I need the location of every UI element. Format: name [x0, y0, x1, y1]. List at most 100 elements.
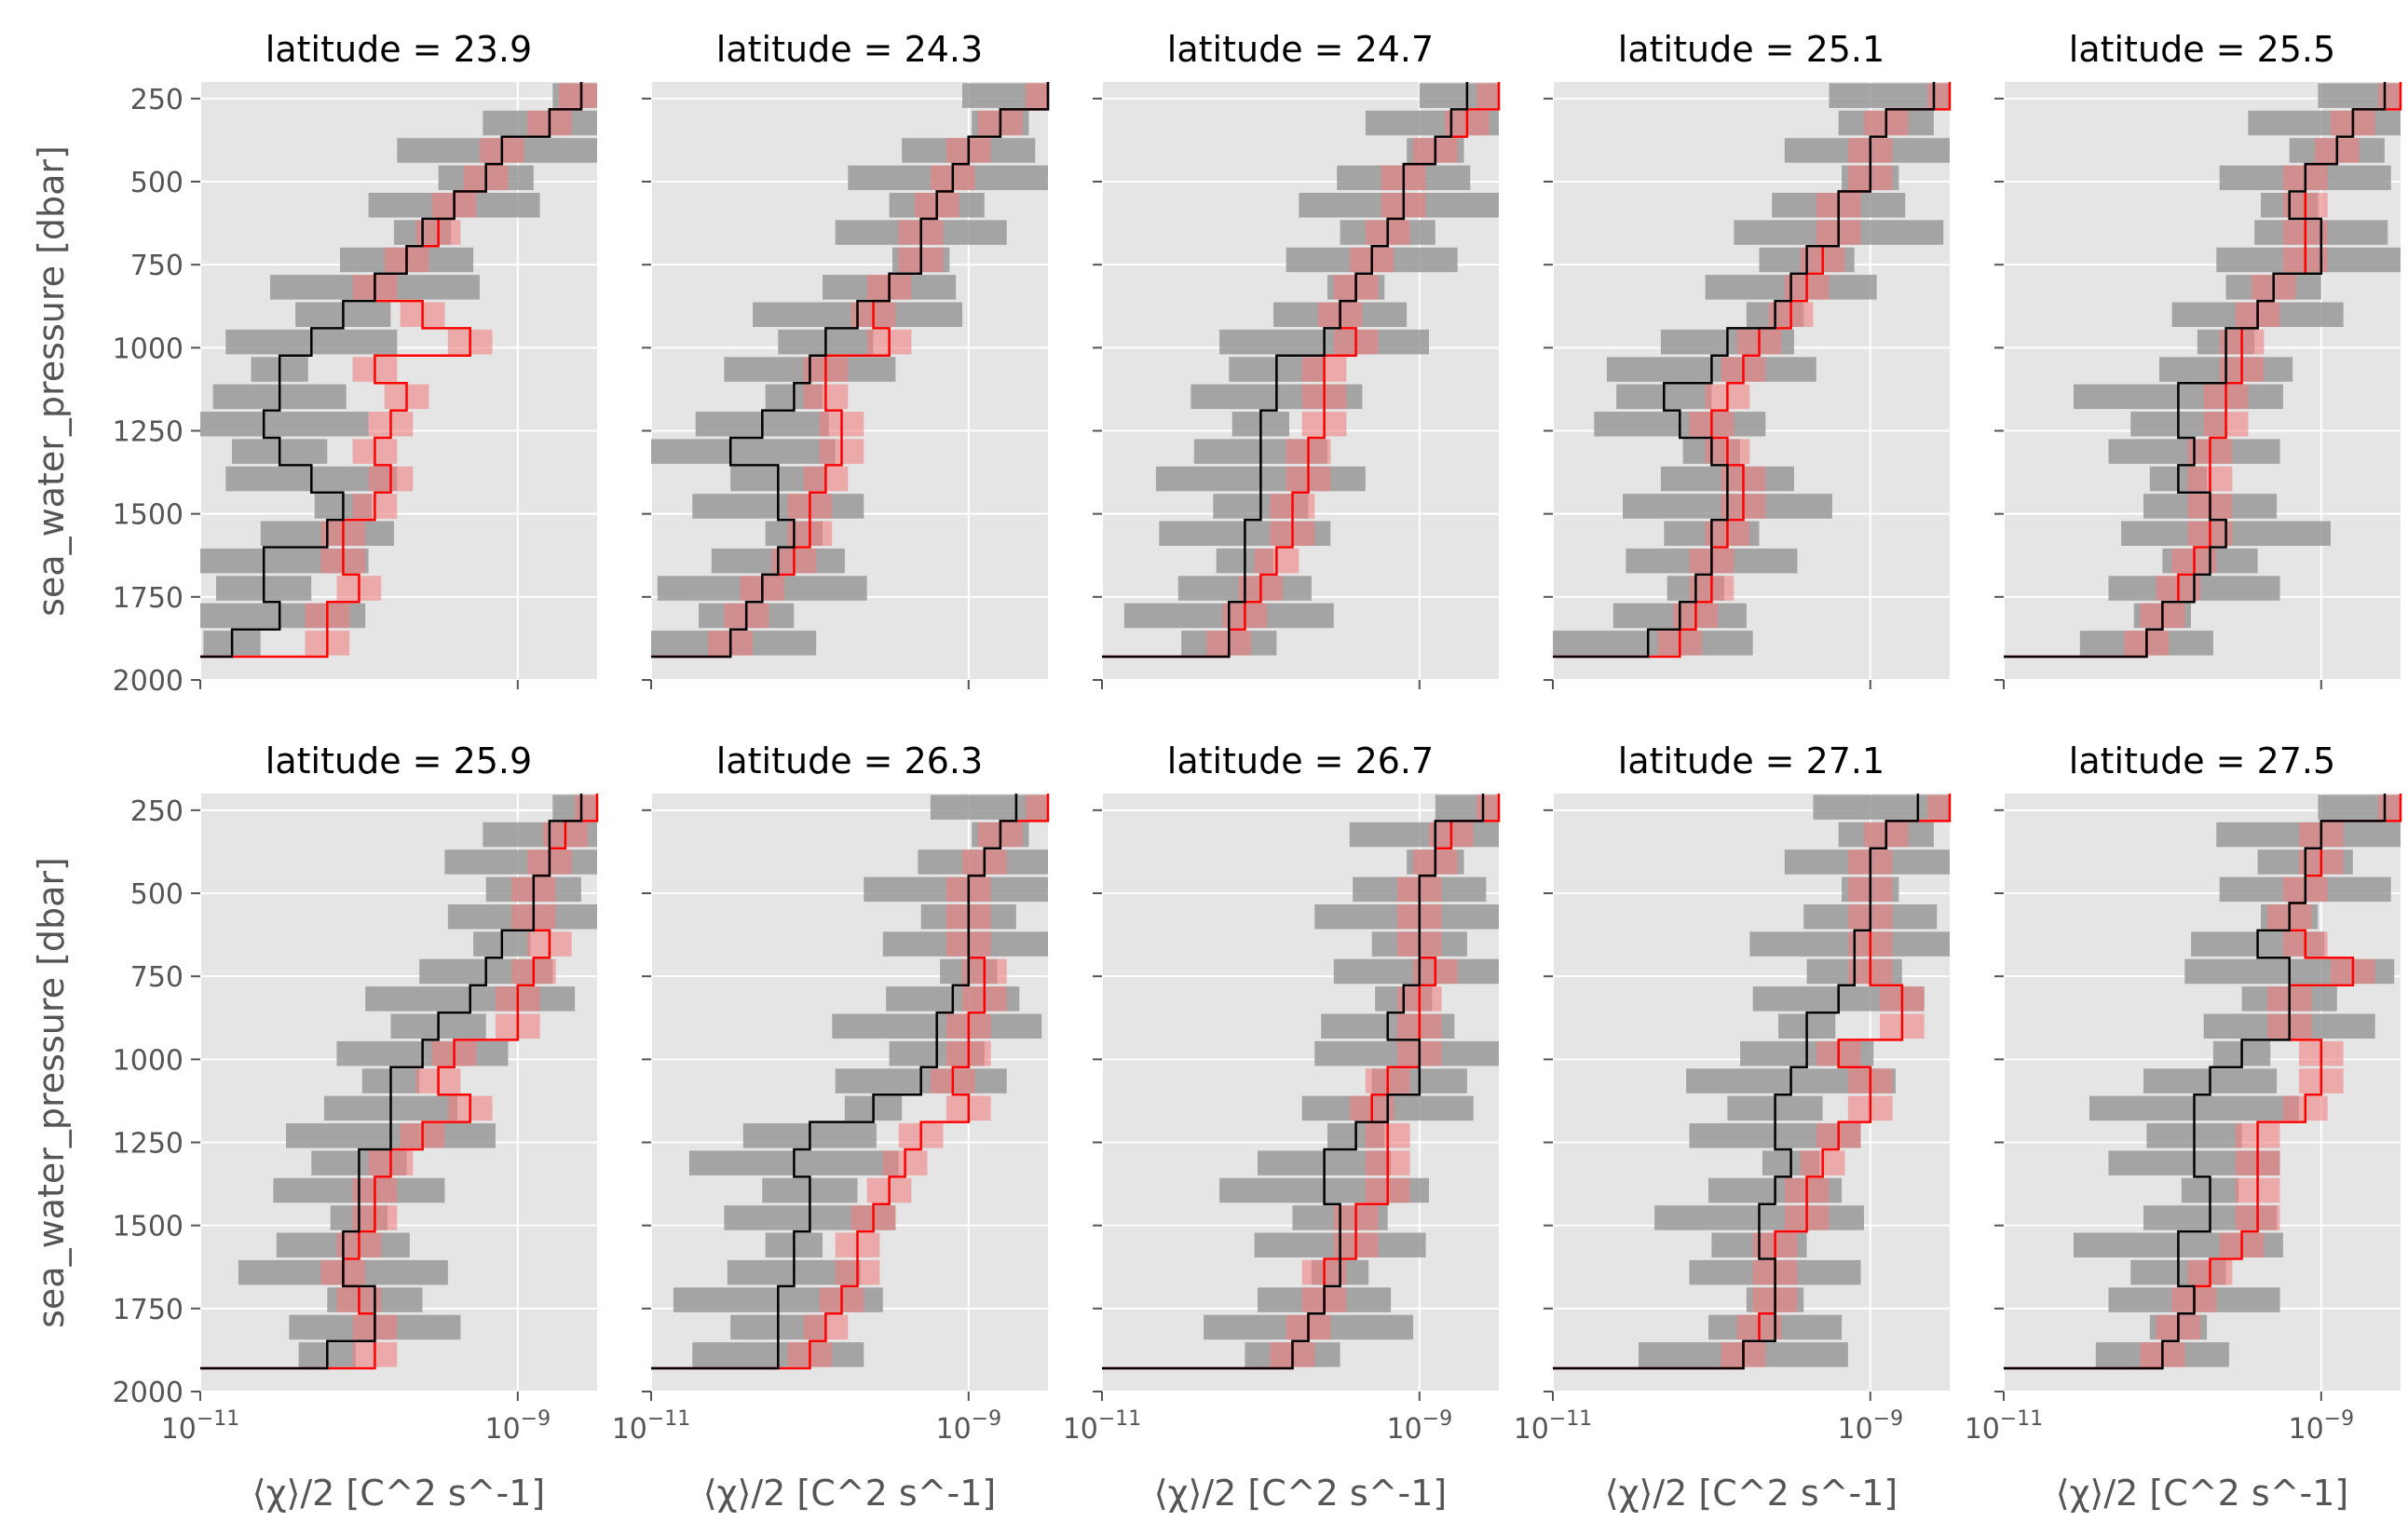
- x-tick-base: 10: [161, 1413, 197, 1446]
- panel-8: latitude = 26.710−11 10−9⟨χ⟩/2 [C^2 s^-1]: [1063, 740, 1501, 1514]
- black-band-2: [1349, 822, 1499, 848]
- panel-3: latitude = 24.7: [1093, 29, 1501, 689]
- black-series-line: [651, 794, 1018, 1370]
- panel-title: latitude = 24.3: [716, 29, 983, 70]
- panel-title: latitude = 25.9: [265, 740, 532, 781]
- x-tick-base: 10: [1965, 1413, 2000, 1446]
- x-tick-exponent: −11: [1098, 1407, 1141, 1431]
- x-tick-label: 10−9: [484, 1407, 551, 1446]
- x-axis-label: ⟨χ⟩/2 [C^2 s^-1]: [1605, 1473, 1898, 1514]
- red-band-1: [1476, 83, 1499, 108]
- panel-title: latitude = 25.5: [2069, 29, 2335, 70]
- x-tick-base: 10: [612, 1413, 647, 1446]
- panel-6: latitude = 25.9 250 500 750 1000 1250 1500 1750…: [31, 740, 599, 1514]
- y-tick-label: 250: [130, 84, 184, 116]
- panel-title: latitude = 27.5: [2069, 740, 2335, 781]
- x-tick-base: 10: [484, 1413, 520, 1446]
- black-series-line: [1553, 82, 1936, 659]
- x-tick-exponent: −9: [521, 1407, 551, 1431]
- y-tick-label: 2000: [113, 1377, 184, 1409]
- x-tick-exponent: −11: [2000, 1407, 2043, 1431]
- black-band-14: [651, 439, 836, 464]
- panel-4: latitude = 25.1: [1544, 29, 1952, 689]
- panel-9: latitude = 27.110−11 10−9⟨χ⟩/2 [C^2 s^-1]: [1514, 740, 1952, 1514]
- x-tick-label: 10−11: [1514, 1407, 1593, 1446]
- x-tick-label: 10−9: [935, 1407, 1001, 1446]
- x-tick-exponent: −9: [2324, 1407, 2354, 1431]
- red-band-1: [1476, 795, 1499, 820]
- y-tick-label: 500: [130, 167, 184, 199]
- panel-title: latitude = 27.1: [1618, 740, 1884, 781]
- x-tick-exponent: −9: [972, 1407, 1001, 1431]
- red-band-1: [575, 795, 597, 820]
- y-tick-label: 500: [130, 878, 184, 911]
- red-band-1: [1927, 83, 1950, 108]
- y-tick-label: 1000: [113, 1044, 184, 1077]
- y-tick-label: 2000: [113, 665, 184, 698]
- x-tick-base: 10: [2288, 1413, 2323, 1446]
- black-series-line: [1553, 794, 1920, 1370]
- panel-title: latitude = 24.7: [1167, 29, 1434, 70]
- panel-1: latitude = 23.9 250 500 750 1000 1250 1500 1750…: [31, 29, 597, 698]
- x-tick-exponent: −11: [1549, 1407, 1592, 1431]
- y-tick-label: 750: [130, 250, 184, 282]
- panel-7: latitude = 26.310−11 10−9⟨χ⟩/2 [C^2 s^-1]: [612, 740, 1050, 1514]
- x-tick-base: 10: [1837, 1413, 1872, 1446]
- x-axis-label: ⟨χ⟩/2 [C^2 s^-1]: [252, 1473, 545, 1514]
- x-tick-base: 10: [1514, 1413, 1549, 1446]
- x-tick-exponent: −11: [197, 1407, 239, 1431]
- y-tick-label: 1750: [113, 1294, 184, 1326]
- y-tick-label: 1500: [113, 1211, 184, 1243]
- y-tick-label: 250: [130, 795, 184, 828]
- y-tick-label: 1250: [113, 416, 184, 449]
- y-tick-label: 1250: [113, 1128, 184, 1161]
- x-tick-label: 10−9: [1386, 1407, 1452, 1446]
- red-band-1: [1026, 795, 1048, 820]
- x-tick-base: 10: [1386, 1413, 1422, 1446]
- x-tick-label: 10−11: [161, 1407, 240, 1446]
- black-band-2: [2248, 110, 2401, 136]
- panel-title: latitude = 26.3: [716, 740, 983, 781]
- black-series-line: [651, 82, 1050, 659]
- panel-title: latitude = 25.1: [1618, 29, 1884, 70]
- x-tick-base: 10: [1063, 1413, 1098, 1446]
- y-axis-label: sea_water_pressure [dbar]: [31, 145, 72, 617]
- x-tick-label: 10−11: [1965, 1407, 2044, 1446]
- y-tick-label: 1500: [113, 499, 184, 532]
- black-band-1: [1813, 795, 1950, 820]
- black-series-line: [2004, 82, 2387, 659]
- red-band-1: [2378, 83, 2401, 108]
- red-band-1: [2378, 795, 2401, 820]
- x-tick-exponent: −9: [1873, 1407, 1903, 1431]
- panel-2: latitude = 24.3: [642, 29, 1050, 689]
- black-series-line: [200, 82, 583, 659]
- panel-title: latitude = 23.9: [265, 29, 532, 70]
- red-band-1: [1927, 795, 1950, 820]
- x-tick-exponent: −11: [647, 1407, 690, 1431]
- x-tick-label: 10−11: [612, 1407, 691, 1446]
- y-tick-label: 1000: [113, 333, 184, 365]
- y-tick-label: 750: [130, 961, 184, 994]
- x-tick-base: 10: [935, 1413, 971, 1446]
- black-series-line: [1102, 794, 1485, 1370]
- black-band-13: [200, 412, 369, 437]
- x-axis-label: ⟨χ⟩/2 [C^2 s^-1]: [2056, 1473, 2348, 1514]
- red-band-1: [1026, 83, 1048, 108]
- red-band-1: [559, 83, 597, 108]
- panel-title: latitude = 26.7: [1167, 740, 1434, 781]
- panel-10: latitude = 27.510−11 10−9⟨χ⟩/2 [C^2 s^-1]: [1965, 740, 2402, 1514]
- y-tick-label: 1750: [113, 582, 184, 615]
- panel-5: latitude = 25.5: [1994, 29, 2402, 689]
- black-series-line: [200, 794, 583, 1370]
- black-band-21: [1553, 631, 1753, 656]
- black-series-line: [1102, 82, 1469, 659]
- x-tick-exponent: −9: [1422, 1407, 1452, 1431]
- x-tick-label: 10−9: [1837, 1407, 1903, 1446]
- black-band-3: [444, 849, 597, 875]
- x-tick-label: 10−11: [1063, 1407, 1142, 1446]
- y-axis-label: sea_water_pressure [dbar]: [31, 857, 72, 1328]
- x-axis-label: ⟨χ⟩/2 [C^2 s^-1]: [1154, 1473, 1447, 1514]
- black-series-line: [2004, 794, 2387, 1370]
- x-axis-label: ⟨χ⟩/2 [C^2 s^-1]: [703, 1473, 996, 1514]
